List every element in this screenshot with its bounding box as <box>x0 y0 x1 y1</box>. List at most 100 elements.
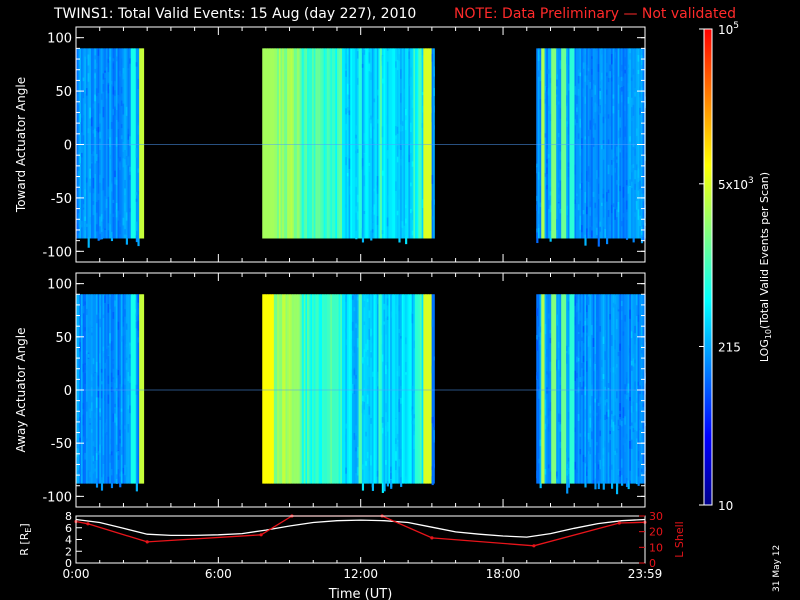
spectrogram-cell <box>606 294 609 484</box>
spectrogram-cell <box>84 48 87 57</box>
spectrogram-cell <box>433 294 435 484</box>
spectrogram-cell <box>368 63 371 72</box>
spectrogram-cell <box>130 48 133 239</box>
spectrogram-cell <box>112 199 115 203</box>
spectrogram-cell <box>290 294 293 484</box>
spectrogram-cell <box>604 158 607 170</box>
spectrogram-cell <box>536 335 539 340</box>
spectrogram-cell <box>129 175 132 180</box>
spectrogram-cell <box>604 399 607 406</box>
spectrogram-cell <box>119 214 122 223</box>
spectrogram-cell <box>615 448 619 453</box>
spectrogram-cell <box>107 84 110 94</box>
spectrogram-cell <box>346 48 350 239</box>
spectrogram-cell <box>559 169 562 181</box>
spectrogram-cell <box>298 294 301 484</box>
spectrogram-cell <box>635 398 639 403</box>
spectrogram-cell <box>617 180 620 185</box>
spectrogram-cell <box>79 59 82 65</box>
spectrogram-cell <box>368 166 371 172</box>
spectrogram-cell <box>433 88 435 97</box>
spectrogram-cell <box>612 203 615 208</box>
spectrogram-cell <box>625 212 629 220</box>
spectrogram-cell <box>282 48 285 239</box>
spectrogram-cell <box>92 48 95 239</box>
spectrogram-cell <box>406 294 409 484</box>
spectrogram-cell <box>619 137 622 149</box>
spectrogram-cell <box>606 89 609 95</box>
spectrogram-cell <box>408 145 411 155</box>
spectrogram-cell <box>433 460 435 469</box>
spectrogram-cell <box>353 369 356 375</box>
spectrogram-cell <box>117 146 120 153</box>
y-axis-label-left: R [RE] <box>18 523 33 555</box>
spectrogram-cell <box>622 347 625 355</box>
spectrogram-cell <box>567 457 570 462</box>
spectrogram-cell <box>77 48 80 239</box>
spectrogram-cell <box>536 163 539 168</box>
spectrogram-cell <box>549 402 552 412</box>
spectrogram-cell <box>405 478 408 483</box>
spectrogram-cell <box>99 113 102 124</box>
spectrogram-cell <box>105 58 109 67</box>
spectrogram-cell <box>366 298 370 303</box>
spectrogram-cell <box>124 378 127 385</box>
spectrogram-cell <box>431 48 434 239</box>
spectrogram-cell <box>617 307 620 312</box>
spectrogram-cell <box>80 358 84 363</box>
spectrogram-cell <box>639 131 642 136</box>
spectrogram-cell <box>77 470 80 474</box>
spectrogram-cell <box>84 365 87 369</box>
spectrogram-cell <box>431 417 434 424</box>
spectrogram-cell <box>576 378 579 387</box>
spectrogram-cell <box>420 48 423 239</box>
spectrogram-cell <box>376 48 379 239</box>
spectrogram-cell <box>84 327 87 332</box>
y-tick-label: 100 <box>47 278 72 293</box>
spectrogram-cell <box>105 348 109 360</box>
spectrogram-cell <box>346 294 350 484</box>
spectrogram-cell <box>612 302 615 308</box>
spectrogram-cell <box>398 54 401 62</box>
spectrogram-cell <box>120 336 123 342</box>
spectrogram-cell <box>630 97 634 108</box>
spectrogram-cell <box>609 116 612 127</box>
spectrogram-cell <box>97 126 100 133</box>
spectrogram-cell <box>619 185 622 192</box>
spectrogram-cell <box>381 417 384 423</box>
spectrogram-cell <box>112 312 115 319</box>
spectrogram-cell <box>539 202 542 208</box>
spectrogram-cell <box>371 222 375 232</box>
spectrogram-cell <box>351 48 355 239</box>
spectrogram-cell <box>536 294 539 484</box>
spectrogram-cell <box>107 347 110 355</box>
spectrogram-cell <box>630 365 634 371</box>
spectrogram-cell <box>612 294 615 484</box>
spectrogram-cell <box>110 469 114 476</box>
spectrogram-cell <box>395 419 398 426</box>
spectrogram-cell <box>127 133 130 140</box>
spectrogram-cell <box>361 357 365 363</box>
spectrogram-cell <box>124 202 127 212</box>
spectrogram-cell <box>581 296 584 304</box>
spectrogram-cell <box>120 135 123 140</box>
spectrogram-cell <box>119 375 122 385</box>
spectrogram-cell <box>567 65 570 71</box>
spectrogram-cell <box>624 48 627 239</box>
spectrogram-cell <box>76 457 79 467</box>
spectrogram-cell <box>355 133 358 139</box>
spectrogram-cell <box>363 406 366 415</box>
spectrogram-cell <box>403 225 406 236</box>
spectrogram-cell <box>398 305 401 312</box>
spectrogram-cell <box>383 294 386 484</box>
spectrogram-cell <box>381 482 384 493</box>
spectrogram-cell <box>584 75 587 82</box>
spectrogram-cell <box>637 55 640 62</box>
spectrogram-cell <box>124 464 127 476</box>
spectrogram-cell <box>602 188 605 199</box>
spectrogram-cell <box>107 304 110 313</box>
spectrogram-cell <box>614 339 617 350</box>
y-tick-label: -50 <box>51 192 72 207</box>
spectrogram-cell <box>408 51 411 59</box>
spectrogram-cell <box>92 129 95 134</box>
